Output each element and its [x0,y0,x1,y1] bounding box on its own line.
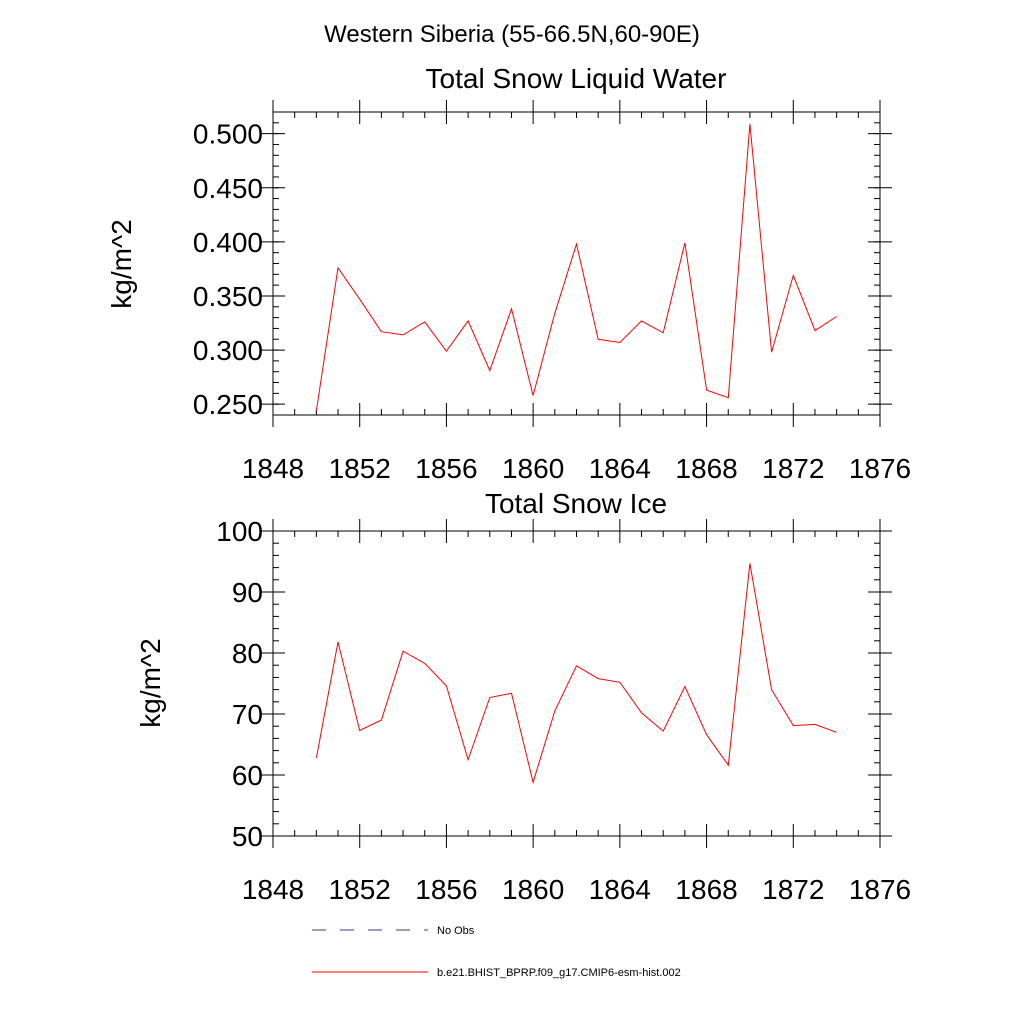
y-tick-label: 90 [232,577,263,608]
legend-label: b.e21.BHIST_BPRP.f09_g17.CMIP6-esm-hist.… [437,967,681,979]
y-tick-label: 70 [232,699,263,730]
x-tick-label: 1864 [589,453,651,484]
x-tick-label: 1852 [329,874,391,905]
x-tick-label: 1864 [589,874,651,905]
legend: No Obs b.e21.BHIST_BPRP.f09_g17.CMIP6-es… [312,925,681,979]
x-tick-label: 1856 [415,874,477,905]
x-tick-label: 1876 [849,874,911,905]
x-tick-label: 1860 [502,453,564,484]
y-axis-label: kg/m^2 [106,219,137,308]
y-tick-label: 0.350 [193,281,263,312]
y-axis-label: kg/m^2 [135,638,166,727]
x-tick-label: 1860 [502,874,564,905]
series-line [315,563,837,785]
y-tick-label: 50 [232,821,263,852]
x-tick-label: 1848 [242,453,304,484]
x-tick-label: 1868 [675,874,737,905]
figure-title: Western Siberia (55-66.5N,60-90E) [324,21,700,48]
y-tick-label: 0.450 [193,173,263,204]
y-tick-label: 0.300 [193,335,263,366]
x-tick-label: 1848 [242,874,304,905]
y-tick-label: 60 [232,760,263,791]
x-tick-label: 1856 [415,453,477,484]
panel-title: Total Snow Liquid Water [426,63,727,94]
x-tick-label: 1872 [762,453,824,484]
y-tick-label: 0.400 [193,227,263,258]
y-tick-label: 0.500 [193,119,263,150]
panel-title: Total Snow Ice [485,488,667,519]
x-tick-label: 1872 [762,874,824,905]
snow-ice-panel: Total Snow Ice kg/m^2 1848 1852 1856 1860 18… [135,488,911,905]
plot-frame [272,530,881,837]
x-tick-label: 1868 [675,453,737,484]
x-tick-label: 1876 [849,453,911,484]
series-line [315,123,837,411]
legend-label: No Obs [437,925,475,937]
liquid-water-panel: Total Snow Liquid Water kg/m^2 1848 1852 1… [106,63,911,484]
y-tick-label: 0.250 [193,389,263,420]
y-tick-label: 80 [232,638,263,669]
y-tick-label: 100 [216,516,263,547]
plot-frame [272,111,881,416]
x-tick-label: 1852 [329,453,391,484]
